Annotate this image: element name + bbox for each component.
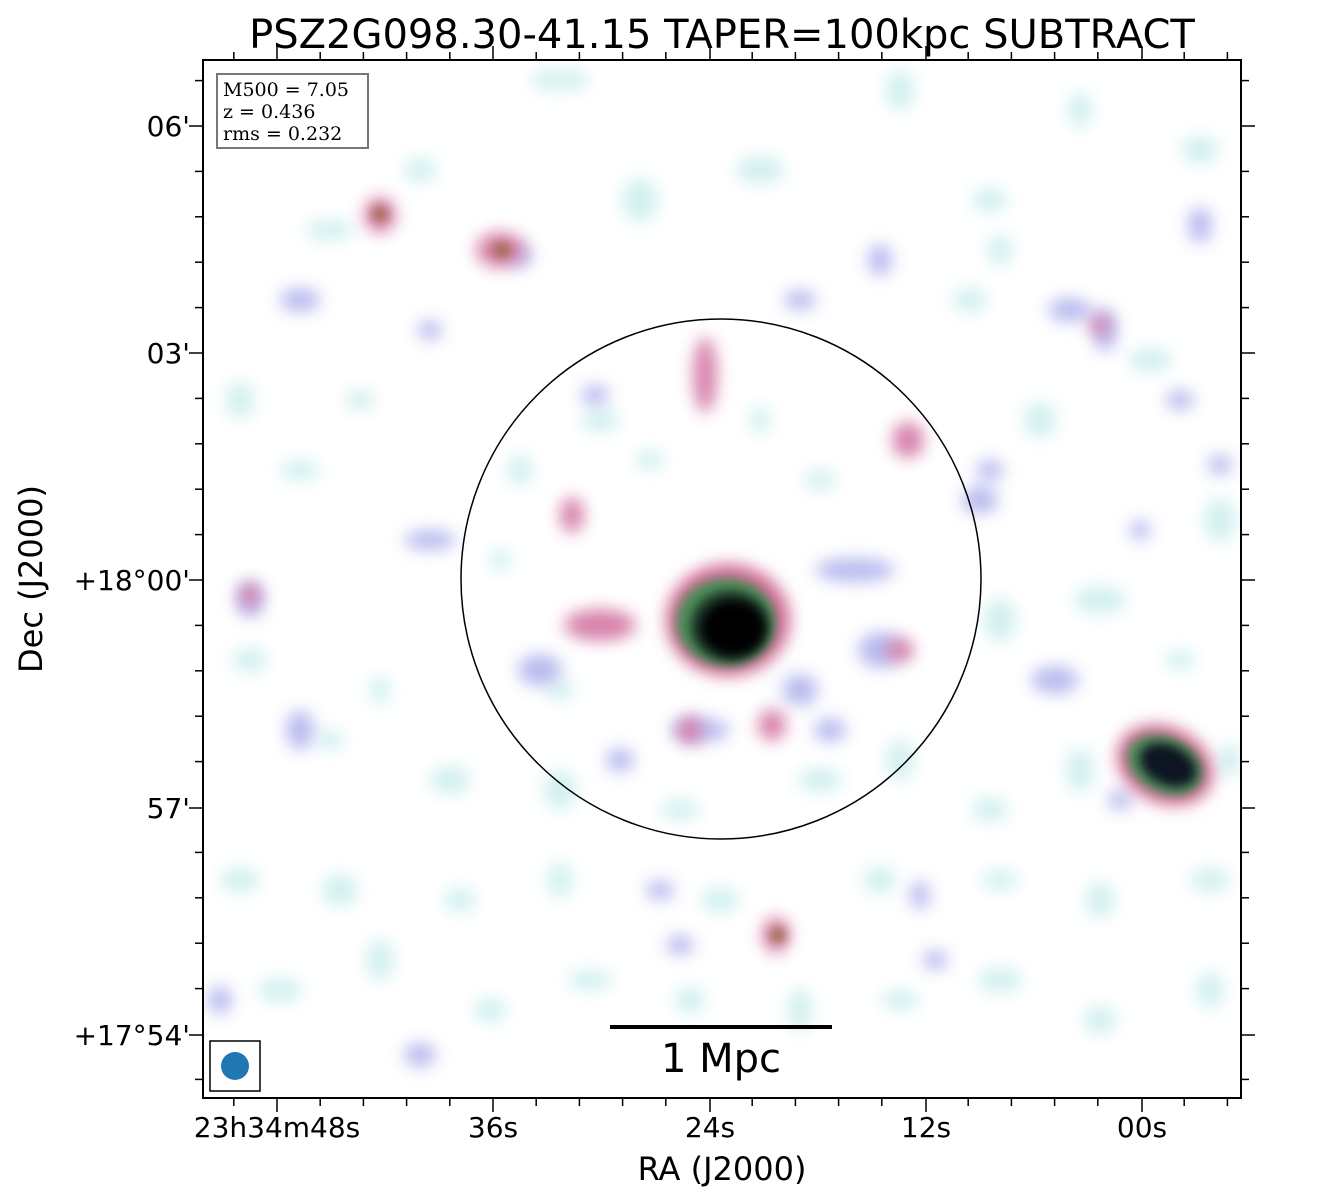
chart-title: PSZ2G098.30-41.15 TAPER=100kpc SUBTRACT (249, 12, 1195, 58)
y-tick-label: 03' (147, 337, 190, 370)
axis-ticks (189, 46, 1255, 1112)
noise-blobs-faint (220, 70, 1241, 1034)
west-source (1116, 724, 1214, 806)
y-tick-label: +18°00' (74, 564, 190, 597)
y-tick-labels: 06' 03' +18°00' 57' +17°54' (74, 110, 190, 1052)
info-box: M500 = 7.05 z = 0.436 rms = 0.232 (216, 73, 369, 149)
info-redshift: z = 0.436 (223, 101, 315, 123)
info-mass: M500 = 7.05 (223, 79, 349, 101)
x-axis-label: RA (J2000) (638, 1150, 807, 1188)
y-tick-label: +17°54' (74, 1019, 190, 1052)
plot-frame (202, 59, 1242, 1099)
beam-indicator (209, 1040, 261, 1092)
emission-layer (208, 70, 1241, 1067)
x-tick-labels: 23h34m48s 36s 24s 12s 00s (194, 1111, 1167, 1144)
x-tick-label: 24s (685, 1111, 735, 1144)
x-tick-label: 23h34m48s (194, 1111, 361, 1144)
scale-bar: 1 Mpc (610, 1025, 832, 1082)
info-box-frame (216, 73, 369, 149)
y-tick-label: 57' (147, 792, 190, 825)
y-axis-label: Dec (J2000) (12, 485, 50, 673)
x-tick-label: 00s (1117, 1111, 1167, 1144)
beam-ellipse (221, 1052, 249, 1080)
info-rms: rms = 0.232 (223, 123, 342, 145)
y-tick-label: 06' (147, 110, 190, 143)
central-source (666, 564, 790, 676)
r500-circle (460, 318, 982, 840)
x-tick-label: 36s (468, 1111, 518, 1144)
moderate-source-cores (372, 206, 786, 943)
x-tick-label: 12s (901, 1111, 951, 1144)
scale-bar-label: 1 Mpc (661, 1036, 781, 1082)
